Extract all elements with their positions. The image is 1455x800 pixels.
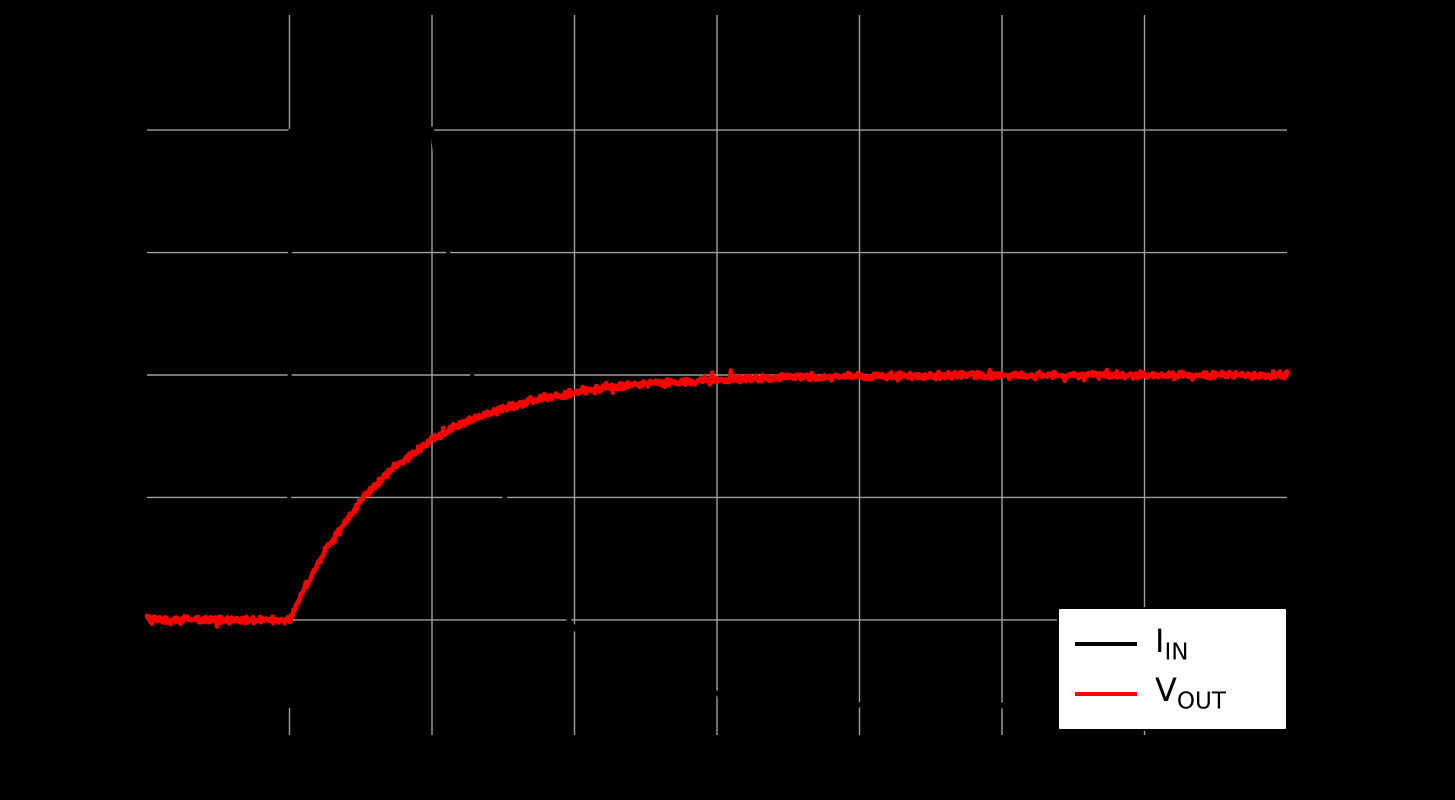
iin-label-sub: IN <box>1164 638 1189 665</box>
iin-line-sample <box>1075 642 1137 647</box>
vout-label-main: V <box>1155 671 1177 709</box>
vout-label-sub: OUT <box>1176 688 1226 715</box>
legend-entry-iin: IIN <box>1075 625 1272 664</box>
vout-line-sample <box>1075 691 1137 696</box>
legend: IIN VOUT <box>1057 607 1288 731</box>
legend-entry-vout: VOUT <box>1075 674 1272 713</box>
vout-label: VOUT <box>1155 674 1226 713</box>
iin-label: IIN <box>1155 625 1188 664</box>
iin-label-main: I <box>1155 621 1165 660</box>
